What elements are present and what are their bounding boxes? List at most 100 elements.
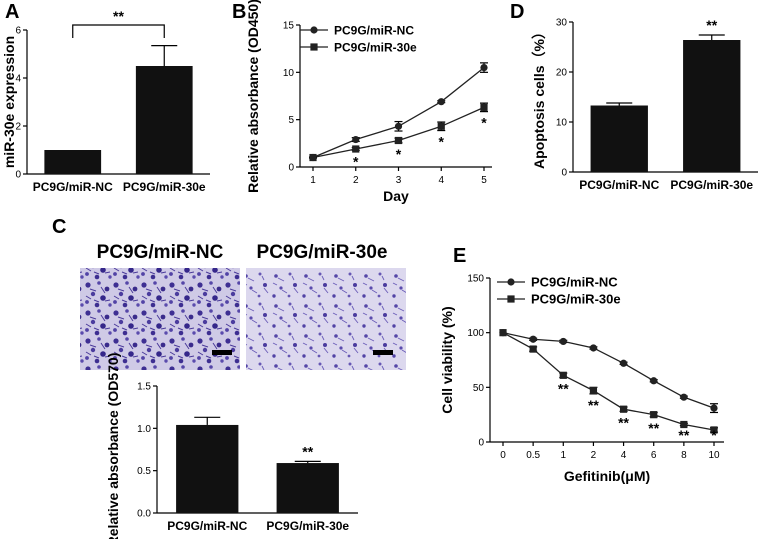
data-point <box>437 98 445 106</box>
scale-bar-icon <box>373 350 393 355</box>
legend-entry: PC9G/miR-NC <box>334 24 414 38</box>
chart-panel-b: 0 5 10 15 1 2 3 4 5 PC9G/miR-NC PC9G/miR-30e Relati… <box>245 0 492 204</box>
significance-label: ** <box>113 8 124 24</box>
y-tick-label: 5 <box>288 115 294 126</box>
significance-bracket <box>72 24 165 38</box>
legend-marker <box>507 295 515 303</box>
data-point <box>619 359 628 367</box>
x-tick-label: 2 <box>591 450 597 461</box>
y-tick-label: 2 <box>15 122 21 133</box>
y-tick-label: 0 <box>478 438 484 449</box>
data-point <box>352 135 360 144</box>
y-tick-label: 150 <box>467 274 484 285</box>
data-point <box>499 329 507 337</box>
significance-label: * <box>711 427 717 443</box>
data-point <box>589 387 598 395</box>
bar <box>176 424 239 513</box>
chart-panel-a: 0 2 4 6 PC9G/miR-NC PC9G/miR-30e miR-30e expre… <box>1 8 210 194</box>
x-category-label: PC9G/miR-NC <box>167 519 247 533</box>
bar <box>683 40 741 172</box>
micrograph-group: PC9G/miR-NC PC9G/miR-30e <box>80 242 406 370</box>
y-tick-label: 15 <box>283 21 295 32</box>
data-point <box>650 377 658 385</box>
bar <box>590 105 648 172</box>
x-tick-label: 3 <box>396 175 402 186</box>
x-category-label: PC9G/miR-NC <box>579 178 659 192</box>
data-point <box>559 371 567 379</box>
data-point <box>680 393 688 401</box>
x-category-label: PC9G/miR-NC <box>33 180 113 194</box>
panel-label-b: B <box>232 1 246 23</box>
data-point <box>394 122 403 130</box>
y-tick-label: 30 <box>556 18 568 29</box>
legend-marker <box>310 43 318 51</box>
panel-label-c: C <box>52 216 66 238</box>
scale-bar-icon <box>212 350 232 355</box>
significance-label: * <box>481 115 487 131</box>
data-point <box>559 337 567 346</box>
y-axis-label: Relative absorbance (OD450) <box>245 0 261 193</box>
data-point <box>710 404 718 412</box>
x-tick-label: 8 <box>681 450 687 461</box>
y-tick-label: 0.0 <box>137 509 151 520</box>
significance-label: * <box>353 153 359 169</box>
data-point <box>650 411 658 419</box>
x-tick-label: 0 <box>500 450 506 461</box>
x-category-label: PC9G/miR-30e <box>266 519 349 533</box>
data-point <box>680 420 688 429</box>
y-tick-label: 0 <box>288 163 294 174</box>
y-tick-label: 10 <box>283 68 295 79</box>
y-tick-label: 6 <box>15 26 21 37</box>
bar <box>44 150 102 174</box>
significance-label: ** <box>618 414 629 430</box>
data-point <box>352 145 360 153</box>
x-axis-label: Day <box>383 188 409 204</box>
legend-entry: PC9G/miR-30e <box>531 292 621 307</box>
bar <box>276 463 339 513</box>
data-point <box>437 122 445 130</box>
x-tick-label: 1 <box>561 450 567 461</box>
x-tick-label: 4 <box>621 450 627 461</box>
panel-label-a: A <box>5 1 19 23</box>
data-point <box>480 103 488 111</box>
y-tick-label: 50 <box>473 383 485 394</box>
y-tick-label: 1.5 <box>137 382 151 393</box>
series-line <box>502 332 715 431</box>
data-point <box>710 426 718 434</box>
x-axis-label: Gefitinib(μM) <box>564 468 650 484</box>
x-tick-label: 4 <box>438 175 444 186</box>
legend-marker <box>310 26 318 34</box>
y-axis-label: Relative absorbance (OD570) <box>105 353 121 539</box>
y-tick-label: 20 <box>556 68 568 79</box>
y-tick-label: 0 <box>561 168 567 179</box>
x-tick-label: 10 <box>708 450 720 461</box>
x-tick-label: 0.5 <box>526 450 540 461</box>
y-tick-label: 4 <box>15 74 21 85</box>
data-point <box>589 344 598 352</box>
micrograph-title-30e: PC9G/miR-30e <box>257 242 388 263</box>
panel-label-d: D <box>510 1 524 23</box>
x-tick-label: 2 <box>353 175 359 186</box>
data-point <box>529 345 537 353</box>
x-category-label: PC9G/miR-30e <box>670 178 753 192</box>
x-tick-label: 1 <box>310 175 316 186</box>
legend-entry: PC9G/miR-NC <box>531 275 618 290</box>
chart-panel-c: 0.0 0.5 1.0 1.5 PC9G/miR-NC PC9G/miR-30e Relat… <box>105 353 358 539</box>
legend-marker <box>507 278 515 286</box>
series-line <box>502 332 715 409</box>
micrograph-title-nc: PC9G/miR-NC <box>97 242 224 263</box>
significance-label: ** <box>706 17 717 33</box>
y-tick-label: 1.0 <box>137 424 151 435</box>
x-tick-label: 5 <box>481 175 487 186</box>
bar <box>135 66 193 174</box>
data-point <box>529 335 537 343</box>
significance-label: ** <box>302 443 313 459</box>
significance-label: * <box>439 134 445 150</box>
panel-label-e: E <box>453 245 466 267</box>
significance-label: ** <box>678 427 689 443</box>
y-axis-label: Cell viability (%) <box>439 306 455 413</box>
data-point <box>480 64 488 72</box>
significance-label: ** <box>648 420 659 436</box>
significance-label: ** <box>588 397 599 413</box>
